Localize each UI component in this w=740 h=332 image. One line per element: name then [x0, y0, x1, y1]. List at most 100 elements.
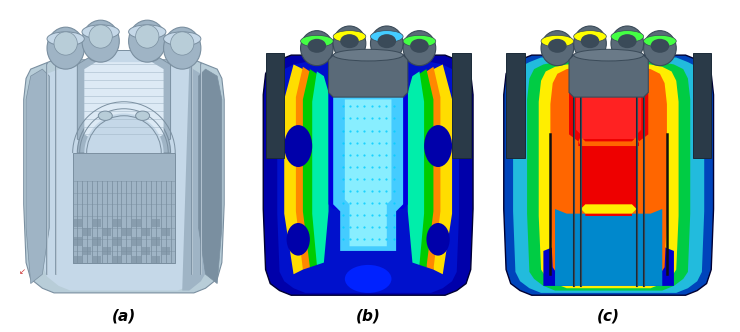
- Polygon shape: [333, 92, 403, 251]
- Bar: [103, 228, 111, 236]
- Polygon shape: [579, 137, 639, 146]
- Ellipse shape: [548, 39, 567, 53]
- Polygon shape: [345, 99, 391, 246]
- Bar: [83, 247, 91, 255]
- Ellipse shape: [618, 34, 636, 48]
- Bar: [73, 219, 81, 227]
- Polygon shape: [581, 141, 636, 216]
- Ellipse shape: [54, 32, 78, 55]
- Bar: [162, 247, 170, 255]
- Polygon shape: [78, 57, 170, 146]
- Text: ↙: ↙: [19, 267, 26, 276]
- Polygon shape: [198, 69, 222, 284]
- Polygon shape: [551, 67, 667, 286]
- Ellipse shape: [89, 50, 159, 64]
- Ellipse shape: [164, 32, 201, 46]
- Ellipse shape: [541, 31, 574, 66]
- Bar: [506, 53, 525, 158]
- Bar: [92, 237, 101, 246]
- Ellipse shape: [333, 49, 403, 61]
- Polygon shape: [504, 55, 713, 295]
- Polygon shape: [312, 71, 329, 265]
- Bar: [112, 256, 121, 265]
- Ellipse shape: [82, 25, 119, 39]
- Ellipse shape: [581, 34, 599, 48]
- Text: (b): (b): [356, 309, 380, 324]
- Ellipse shape: [300, 35, 333, 47]
- Ellipse shape: [574, 26, 606, 61]
- Polygon shape: [408, 71, 424, 265]
- Ellipse shape: [308, 39, 326, 53]
- Bar: [266, 53, 284, 158]
- Ellipse shape: [47, 32, 84, 46]
- Ellipse shape: [644, 31, 676, 66]
- Ellipse shape: [574, 31, 606, 42]
- Bar: [122, 247, 131, 255]
- Ellipse shape: [47, 27, 84, 69]
- Polygon shape: [581, 204, 636, 214]
- Bar: [73, 153, 175, 263]
- Polygon shape: [263, 55, 473, 295]
- Polygon shape: [420, 67, 440, 270]
- Ellipse shape: [300, 31, 333, 66]
- Polygon shape: [555, 209, 662, 286]
- Polygon shape: [278, 62, 459, 293]
- Bar: [162, 228, 170, 236]
- Ellipse shape: [371, 31, 403, 42]
- Ellipse shape: [650, 39, 669, 53]
- Bar: [112, 219, 121, 227]
- Ellipse shape: [424, 125, 452, 167]
- Polygon shape: [569, 55, 648, 97]
- Polygon shape: [329, 55, 408, 97]
- Bar: [73, 237, 81, 246]
- Ellipse shape: [89, 25, 112, 48]
- Polygon shape: [415, 69, 434, 267]
- Bar: [132, 237, 141, 246]
- Ellipse shape: [345, 265, 391, 293]
- Polygon shape: [26, 69, 50, 284]
- Polygon shape: [576, 74, 642, 139]
- Bar: [73, 256, 81, 265]
- Ellipse shape: [611, 31, 644, 42]
- Bar: [142, 228, 150, 236]
- Polygon shape: [539, 64, 679, 288]
- Ellipse shape: [129, 20, 166, 62]
- Bar: [152, 256, 161, 265]
- Bar: [142, 247, 150, 255]
- Ellipse shape: [644, 35, 676, 47]
- Ellipse shape: [403, 35, 436, 47]
- Ellipse shape: [135, 111, 149, 121]
- Polygon shape: [40, 67, 208, 290]
- Bar: [92, 256, 101, 265]
- Ellipse shape: [284, 125, 312, 167]
- Polygon shape: [424, 64, 452, 274]
- Bar: [452, 53, 471, 158]
- Ellipse shape: [403, 31, 436, 66]
- Ellipse shape: [164, 27, 201, 69]
- Bar: [112, 237, 121, 246]
- Ellipse shape: [170, 32, 194, 55]
- Polygon shape: [296, 67, 317, 270]
- Polygon shape: [543, 246, 674, 286]
- Ellipse shape: [135, 25, 159, 48]
- Ellipse shape: [371, 26, 403, 61]
- Ellipse shape: [98, 111, 112, 121]
- Polygon shape: [513, 57, 704, 293]
- Bar: [83, 228, 91, 236]
- Polygon shape: [84, 62, 164, 141]
- Ellipse shape: [611, 26, 644, 61]
- Ellipse shape: [129, 25, 166, 39]
- Ellipse shape: [333, 26, 366, 61]
- Ellipse shape: [340, 34, 359, 48]
- Polygon shape: [329, 69, 408, 209]
- Bar: [152, 219, 161, 227]
- Ellipse shape: [574, 49, 644, 61]
- Text: (a): (a): [112, 309, 136, 324]
- Bar: [103, 247, 111, 255]
- Ellipse shape: [82, 20, 119, 62]
- Bar: [92, 219, 101, 227]
- Ellipse shape: [377, 34, 396, 48]
- Wedge shape: [84, 114, 164, 153]
- Bar: [132, 256, 141, 265]
- Polygon shape: [284, 64, 312, 274]
